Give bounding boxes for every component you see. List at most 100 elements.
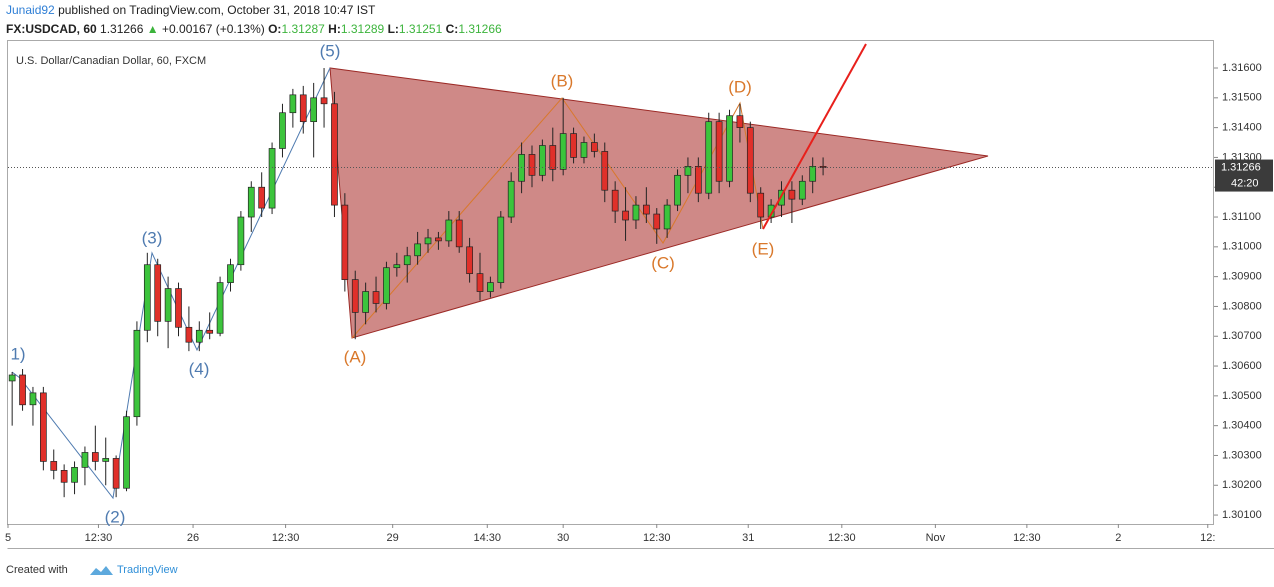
y-tick-label: 1.30200 bbox=[1222, 479, 1262, 491]
l-label: L: bbox=[388, 22, 399, 36]
footer-created: Created with bbox=[6, 564, 68, 576]
o: 1.31287 bbox=[281, 22, 325, 36]
countdown: 42:20 bbox=[1231, 177, 1259, 189]
candle-body bbox=[341, 204, 349, 280]
chart-title: U.S. Dollar/Canadian Dollar, 60, FXCM bbox=[16, 55, 206, 67]
x-tick-label: 12:30 bbox=[828, 532, 856, 544]
wave-label: (2) bbox=[105, 507, 126, 526]
x-tick-label: 2 bbox=[1115, 532, 1121, 544]
x-tick-label: 5 bbox=[5, 532, 11, 544]
last-price-label: 1.31266 bbox=[1221, 161, 1261, 173]
candle-body bbox=[112, 458, 120, 489]
y-tick-label: 1.31600 bbox=[1222, 62, 1262, 74]
footer-brand[interactable]: TradingView bbox=[117, 564, 178, 576]
candle-body bbox=[331, 103, 338, 206]
candle-body bbox=[164, 288, 172, 322]
y-tick-label: 1.31500 bbox=[1222, 92, 1262, 104]
candle-body bbox=[175, 288, 182, 328]
y-tick-label: 1.31100 bbox=[1222, 211, 1261, 223]
candle-body bbox=[216, 282, 224, 334]
candle-body bbox=[736, 115, 744, 128]
candle-body bbox=[299, 94, 307, 123]
candle-body bbox=[247, 186, 255, 218]
candle-body bbox=[393, 264, 401, 269]
quote-line: FX:USDCAD, 60 1.31266 ▲ +0.00167 (+0.13%… bbox=[6, 22, 502, 36]
candle-body bbox=[539, 145, 546, 176]
candle-body bbox=[726, 115, 733, 182]
candle-body bbox=[580, 142, 588, 158]
y-tick-label: 1.30700 bbox=[1222, 330, 1262, 342]
candle-body bbox=[715, 121, 723, 182]
candle-body bbox=[757, 192, 765, 218]
y-tick-label: 1.30800 bbox=[1222, 300, 1262, 312]
candle-body bbox=[601, 151, 609, 191]
plot: 1.30100 1.30200 1.30300 1.30400 1.30500 1.306… bbox=[5, 41, 1273, 544]
triangle-pattern bbox=[329, 67, 989, 339]
candle-body bbox=[424, 237, 432, 245]
candle-body bbox=[29, 392, 37, 406]
wave-label: 1) bbox=[10, 344, 25, 363]
candle-body bbox=[642, 204, 650, 215]
candle-body bbox=[351, 279, 359, 313]
candle-body bbox=[684, 166, 692, 176]
candle-body bbox=[310, 97, 318, 123]
last-price-badge bbox=[1215, 159, 1273, 192]
candle-body bbox=[50, 461, 58, 471]
candle-body bbox=[487, 282, 494, 292]
l: 1.31251 bbox=[399, 22, 443, 36]
x-tick-label: Nov bbox=[926, 532, 946, 544]
candle-body bbox=[591, 142, 598, 152]
y-tick-label: 1.30600 bbox=[1222, 360, 1262, 372]
candle-body bbox=[403, 255, 411, 266]
c-label: C: bbox=[446, 22, 459, 36]
author[interactable]: Junaid92 bbox=[6, 3, 55, 17]
wave-label: (3) bbox=[142, 228, 163, 247]
symbol: FX:USDCAD, 60 bbox=[6, 22, 97, 36]
x-tick-label: 12:30 bbox=[272, 532, 300, 544]
candle-body bbox=[237, 216, 245, 266]
candle-body bbox=[528, 154, 536, 176]
candle-body bbox=[154, 264, 162, 322]
candle-body bbox=[71, 467, 78, 483]
candle-body bbox=[60, 470, 68, 483]
candle-body bbox=[143, 264, 151, 331]
candle-body bbox=[798, 180, 806, 200]
candle-body bbox=[809, 166, 817, 182]
breakout-line bbox=[762, 43, 867, 230]
candle-body bbox=[549, 145, 557, 170]
candle-body bbox=[705, 121, 713, 194]
y-tick-label: 1.30900 bbox=[1222, 271, 1262, 283]
wave-label: (E) bbox=[752, 239, 775, 258]
arrow: ▲ bbox=[147, 22, 159, 36]
c: 1.31266 bbox=[458, 22, 502, 36]
candle-body bbox=[185, 326, 193, 343]
candle-body bbox=[206, 329, 214, 334]
o-label: O: bbox=[268, 22, 281, 36]
x-tick-label: 14:30 bbox=[474, 532, 502, 544]
y-tick-label: 1.30400 bbox=[1222, 420, 1262, 432]
candle-body bbox=[819, 166, 827, 168]
candle-body bbox=[195, 329, 203, 343]
x-tick-label: 31 bbox=[742, 532, 754, 544]
candle-body bbox=[611, 189, 619, 212]
candle-body bbox=[268, 148, 276, 209]
y-tick-label: 1.31000 bbox=[1222, 241, 1262, 253]
candle-body bbox=[674, 174, 681, 206]
last: 1.31266 bbox=[100, 22, 144, 36]
candle-body bbox=[788, 189, 796, 200]
footer-logo bbox=[90, 566, 113, 575]
candle-body bbox=[227, 264, 234, 283]
candle-body bbox=[19, 374, 26, 406]
candle-body bbox=[435, 237, 442, 242]
candle-body bbox=[102, 458, 110, 462]
wave-label: (C) bbox=[651, 253, 675, 272]
change: +0.00167 (+0.13%) bbox=[162, 22, 265, 36]
candle-body bbox=[466, 246, 473, 275]
candle-body bbox=[289, 94, 297, 114]
candle-body bbox=[81, 452, 89, 468]
published: published on TradingView.com, October 31… bbox=[58, 3, 376, 17]
candle-body bbox=[123, 416, 130, 489]
h-label: H: bbox=[328, 22, 341, 36]
candle-body bbox=[746, 127, 754, 194]
